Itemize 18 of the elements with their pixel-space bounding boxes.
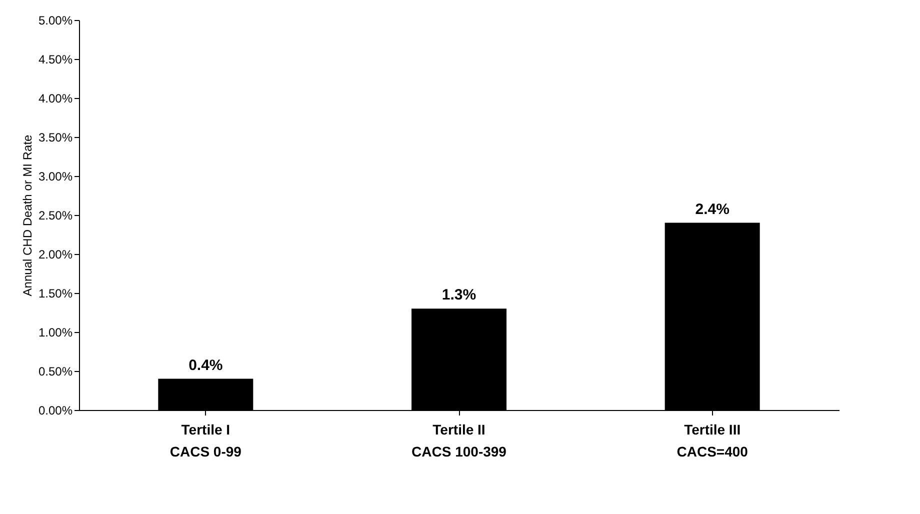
y-tick-label: 0.00% — [38, 404, 73, 418]
y-tick-label: 5.00% — [38, 14, 73, 28]
y-tick-label: 1.00% — [38, 326, 73, 340]
x-tick-label: Tertile II CACS 100-399 — [412, 422, 507, 460]
y-tick-label: 0.50% — [38, 364, 73, 378]
x-tick-label: Tertile III CACS=400 — [676, 422, 748, 460]
y-tick-label: 3.00% — [38, 170, 73, 184]
y-axis-title: Annual CHD Death or MI Rate — [20, 134, 34, 296]
data-label: 2.4% — [695, 200, 730, 218]
y-tick-label: 2.50% — [38, 208, 73, 222]
y-tick-label: 1.50% — [38, 286, 73, 300]
data-label: 0.4% — [188, 356, 223, 374]
y-tick-label: 4.50% — [38, 52, 73, 66]
x-tick-label: Tertile I CACS 0-99 — [170, 422, 242, 460]
y-tick-label: 3.50% — [38, 130, 73, 144]
y-tick-label: 4.00% — [38, 92, 73, 106]
y-tick-label: 2.00% — [38, 248, 73, 262]
data-label: 1.3% — [442, 286, 476, 304]
